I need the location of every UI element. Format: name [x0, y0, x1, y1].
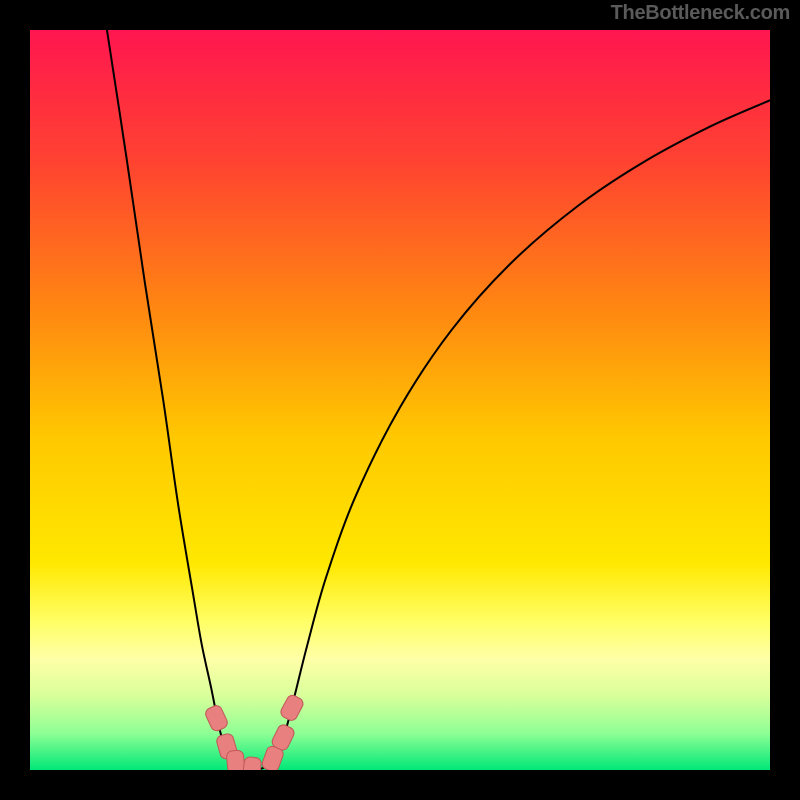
watermark-label: TheBottleneck.com: [611, 2, 790, 25]
marker: [226, 750, 245, 770]
gradient-background: [30, 30, 770, 770]
chart-container: TheBottleneck.com: [0, 0, 800, 800]
bottleneck-curve-chart: [30, 30, 770, 770]
